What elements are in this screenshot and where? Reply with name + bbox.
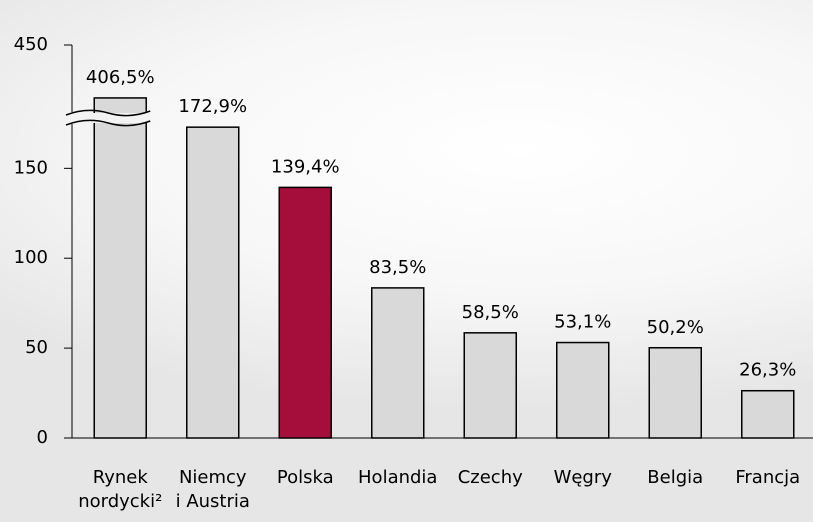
y-tick-label: 100 [14,247,48,268]
axis-break-mark [65,109,151,117]
x-tick-label: Rynek nordycki² [78,467,163,512]
value-label: 50,2% [647,317,704,338]
x-tick-label: Holandia [358,467,438,488]
y-tick-label: 450 [14,34,48,55]
x-tick-label: Niemcy i Austria [175,467,250,512]
value-label: 172,9% [178,96,247,117]
axis-break-gap [66,113,151,123]
bar [648,347,702,439]
bar [278,186,332,439]
value-label: 139,4% [271,156,340,177]
value-label: 26,3% [739,360,796,381]
x-tick-label: Belgia [647,467,704,488]
value-label: 58,5% [462,302,519,323]
value-label: 53,1% [554,312,611,333]
x-tick-label: Węgry [553,467,612,488]
y-tick-label: 0 [37,427,48,448]
x-tick-label: Francja [735,467,801,488]
bar [371,287,425,439]
bar [556,341,610,439]
bar [741,389,795,439]
axis-break-mark [65,119,151,127]
x-tick-label: Polska [276,467,334,488]
value-label: 406,5% [86,67,155,88]
y-tick-label: 50 [25,337,48,358]
y-tick-label: 150 [14,157,48,178]
value-label: 83,5% [369,257,426,278]
bar [93,97,147,439]
bar [186,126,240,439]
x-tick-label: Czechy [457,467,523,488]
bar [463,332,517,439]
